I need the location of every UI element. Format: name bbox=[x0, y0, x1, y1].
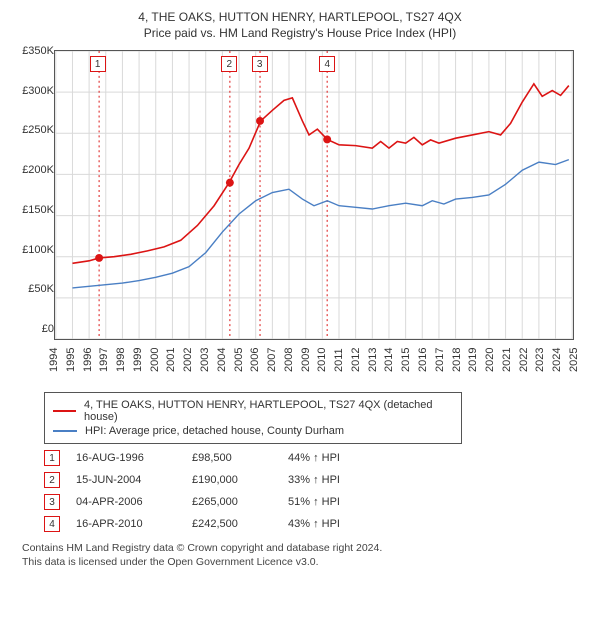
x-tick-label: 2014 bbox=[383, 356, 395, 372]
x-tick-label: 2024 bbox=[551, 356, 563, 372]
x-tick-label: 1995 bbox=[65, 356, 77, 372]
legend-label: 4, THE OAKS, HUTTON HENRY, HARTLEPOOL, T… bbox=[84, 399, 453, 423]
y-tick-label: £150K bbox=[22, 204, 54, 216]
legend-box: 4, THE OAKS, HUTTON HENRY, HARTLEPOOL, T… bbox=[44, 392, 462, 444]
footer-attribution: Contains HM Land Registry data © Crown c… bbox=[22, 542, 590, 569]
x-tick-label: 2016 bbox=[417, 356, 429, 372]
x-tick-label: 2023 bbox=[534, 356, 546, 372]
x-tick-label: 1994 bbox=[48, 356, 60, 372]
legend-swatch bbox=[53, 410, 76, 412]
chart-title: 4, THE OAKS, HUTTON HENRY, HARTLEPOOL, T… bbox=[10, 10, 590, 24]
x-tick-label: 2000 bbox=[149, 356, 161, 372]
x-tick-label: 2008 bbox=[283, 356, 295, 372]
event-delta: 44% ↑ HPI bbox=[288, 452, 340, 464]
x-tick-label: 1999 bbox=[132, 356, 144, 372]
event-date: 15-JUN-2004 bbox=[76, 474, 176, 486]
x-tick-label: 1996 bbox=[82, 356, 94, 372]
event-date: 16-APR-2010 bbox=[76, 518, 176, 530]
y-axis: £350K£300K£250K£200K£150K£100K£50K£0 bbox=[10, 50, 54, 340]
x-tick-label: 2010 bbox=[316, 356, 328, 372]
x-tick-label: 2020 bbox=[484, 356, 496, 372]
y-tick-label: £250K bbox=[22, 124, 54, 136]
event-marker-4: 4 bbox=[319, 56, 335, 72]
legend-item: HPI: Average price, detached house, Coun… bbox=[53, 425, 453, 437]
x-tick-label: 2022 bbox=[518, 356, 530, 372]
event-marker-3: 3 bbox=[252, 56, 268, 72]
x-axis: 1994199519961997199819992000200120022003… bbox=[54, 340, 574, 384]
y-tick-label: £0 bbox=[42, 323, 54, 335]
x-tick-label: 2015 bbox=[400, 356, 412, 372]
x-tick-label: 2019 bbox=[467, 356, 479, 372]
x-tick-label: 2018 bbox=[451, 356, 463, 372]
event-date: 16-AUG-1996 bbox=[76, 452, 176, 464]
event-price: £265,000 bbox=[192, 496, 272, 508]
x-tick-label: 2012 bbox=[350, 356, 362, 372]
x-tick-label: 2007 bbox=[266, 356, 278, 372]
legend-swatch bbox=[53, 430, 77, 432]
figure-container: 4, THE OAKS, HUTTON HENRY, HARTLEPOOL, T… bbox=[0, 0, 600, 577]
x-tick-label: 2006 bbox=[249, 356, 261, 372]
chart-subtitle: Price paid vs. HM Land Registry's House … bbox=[10, 26, 590, 40]
event-row: 3 04-APR-2006 £265,000 51% ↑ HPI bbox=[44, 494, 590, 510]
x-tick-label: 2025 bbox=[568, 356, 580, 372]
y-tick-label: £100K bbox=[22, 244, 54, 256]
event-delta: 51% ↑ HPI bbox=[288, 496, 340, 508]
plot-area: 1 23 4 bbox=[54, 50, 574, 340]
event-date: 04-APR-2006 bbox=[76, 496, 176, 508]
x-tick-label: 2013 bbox=[367, 356, 379, 372]
event-id-marker: 1 bbox=[44, 450, 60, 466]
event-row: 1 16-AUG-1996 £98,500 44% ↑ HPI bbox=[44, 450, 590, 466]
event-row: 2 15-JUN-2004 £190,000 33% ↑ HPI bbox=[44, 472, 590, 488]
x-tick-label: 2002 bbox=[182, 356, 194, 372]
event-price: £242,500 bbox=[192, 518, 272, 530]
x-tick-label: 2011 bbox=[333, 356, 345, 372]
event-delta: 43% ↑ HPI bbox=[288, 518, 340, 530]
event-delta: 33% ↑ HPI bbox=[288, 474, 340, 486]
x-tick-label: 2017 bbox=[434, 356, 446, 372]
event-id-marker: 4 bbox=[44, 516, 60, 532]
x-tick-label: 1998 bbox=[115, 356, 127, 372]
line-chart-svg bbox=[54, 50, 574, 340]
event-id-marker: 2 bbox=[44, 472, 60, 488]
x-tick-label: 2005 bbox=[233, 356, 245, 372]
y-tick-label: £50K bbox=[28, 283, 54, 295]
event-marker-2: 2 bbox=[221, 56, 237, 72]
x-tick-label: 2001 bbox=[165, 356, 177, 372]
event-price: £190,000 bbox=[192, 474, 272, 486]
y-tick-label: £350K bbox=[22, 45, 54, 57]
legend-label: HPI: Average price, detached house, Coun… bbox=[85, 425, 344, 437]
event-row: 4 16-APR-2010 £242,500 43% ↑ HPI bbox=[44, 516, 590, 532]
y-tick-label: £300K bbox=[22, 85, 54, 97]
event-price: £98,500 bbox=[192, 452, 272, 464]
footer-line-2: This data is licensed under the Open Gov… bbox=[22, 556, 590, 570]
x-tick-label: 2009 bbox=[300, 356, 312, 372]
event-id-marker: 3 bbox=[44, 494, 60, 510]
x-tick-label: 2004 bbox=[216, 356, 228, 372]
footer-line-1: Contains HM Land Registry data © Crown c… bbox=[22, 542, 590, 556]
legend-item: 4, THE OAKS, HUTTON HENRY, HARTLEPOOL, T… bbox=[53, 399, 453, 423]
events-table: 1 16-AUG-1996 £98,500 44% ↑ HPI 2 15-JUN-2004… bbox=[44, 450, 590, 532]
x-tick-label: 1997 bbox=[98, 356, 110, 372]
y-tick-label: £200K bbox=[22, 164, 54, 176]
event-marker-1: 1 bbox=[90, 56, 106, 72]
chart-row: £350K£300K£250K£200K£150K£100K£50K£0 123… bbox=[10, 50, 590, 340]
x-tick-label: 2003 bbox=[199, 356, 211, 372]
x-tick-label: 2021 bbox=[501, 356, 513, 372]
